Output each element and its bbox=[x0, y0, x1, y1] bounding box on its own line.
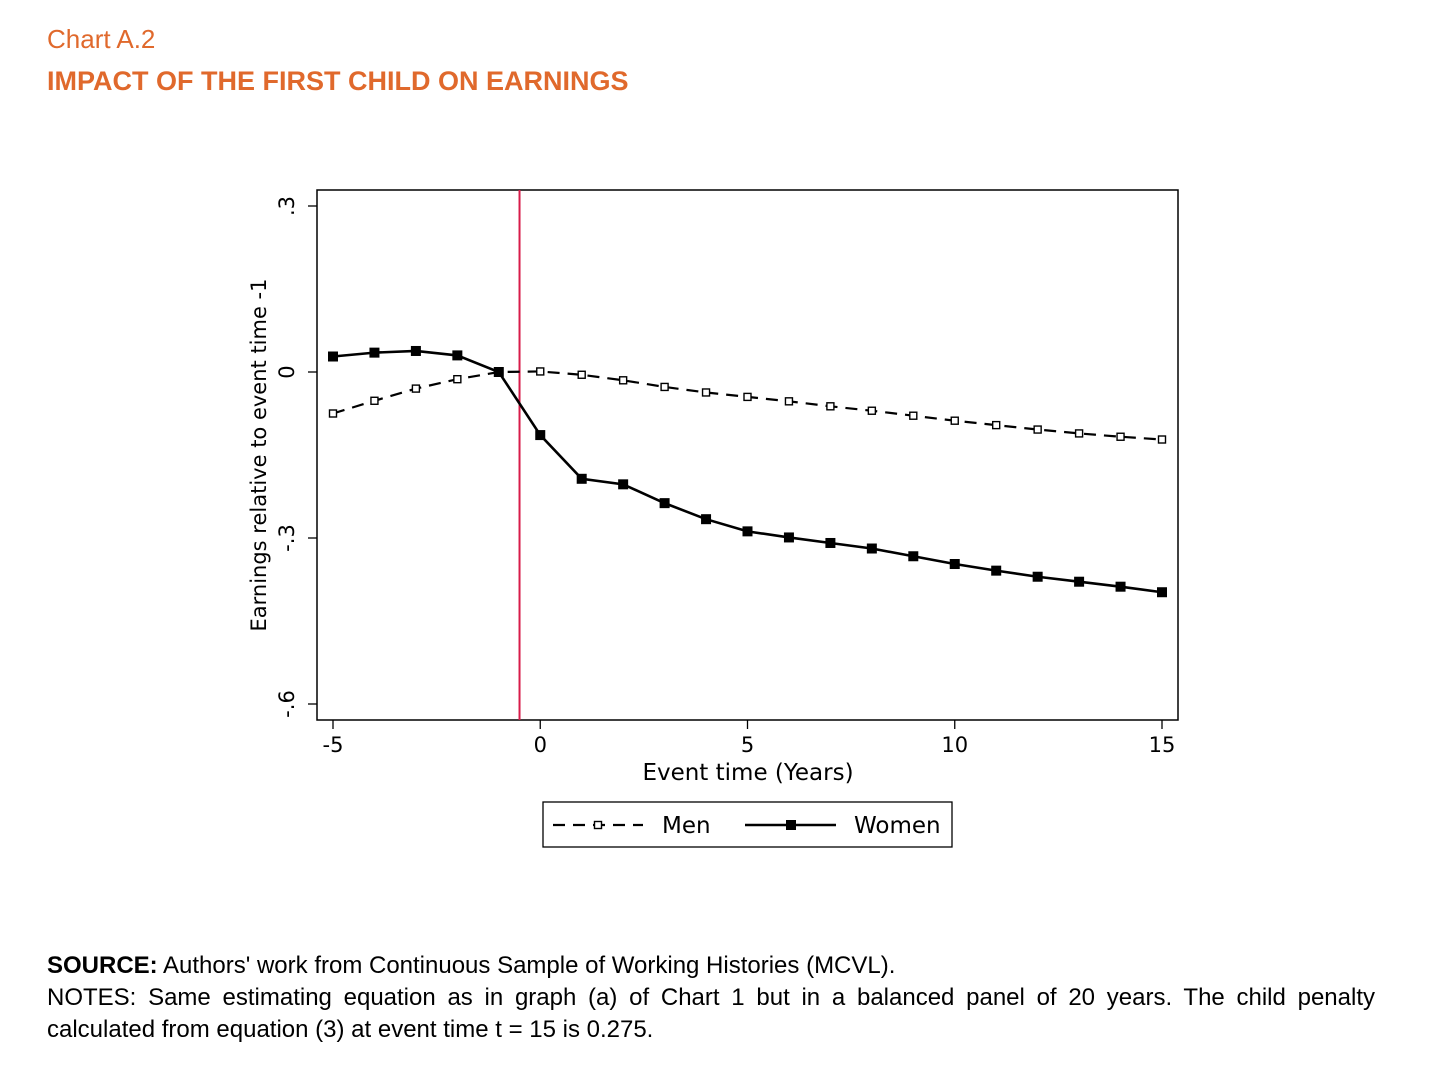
data-point-women bbox=[328, 351, 338, 362]
data-point-women bbox=[576, 473, 587, 484]
series-women bbox=[328, 345, 1167, 598]
data-point-men bbox=[1116, 432, 1125, 441]
y-tick-label: .3 bbox=[275, 196, 299, 216]
data-point-men bbox=[826, 402, 835, 411]
chart-number: Chart A.2 bbox=[47, 24, 156, 54]
data-point-men bbox=[784, 397, 794, 406]
data-point-women bbox=[701, 514, 712, 525]
chart-title: IMPACT OF THE FIRST CHILD ON EARNINGS bbox=[47, 66, 629, 96]
data-point-men bbox=[701, 388, 711, 397]
y-tick-label: -.3 bbox=[275, 524, 299, 552]
data-point-women bbox=[1157, 587, 1167, 598]
data-point-men bbox=[536, 367, 545, 376]
plot-frame bbox=[316, 189, 1179, 721]
data-point-men bbox=[867, 406, 877, 415]
data-point-women bbox=[991, 565, 1002, 576]
data-point-men bbox=[992, 420, 1001, 430]
y-tick-label: 0 bbox=[275, 365, 299, 378]
data-point-women bbox=[949, 559, 960, 570]
data-point-women bbox=[369, 347, 380, 358]
legend: Men Women bbox=[542, 801, 953, 848]
data-point-women bbox=[452, 350, 463, 361]
data-point-women bbox=[825, 537, 836, 548]
data-point-women bbox=[783, 532, 794, 543]
data-point-men bbox=[453, 374, 462, 384]
y-tick-label: -.6 bbox=[275, 690, 299, 718]
data-point-men bbox=[618, 376, 628, 385]
data-point-women bbox=[742, 526, 753, 537]
data-point-men bbox=[660, 382, 669, 392]
data-point-men bbox=[370, 396, 379, 405]
x-tick-label: 10 bbox=[941, 733, 968, 757]
data-point-women bbox=[659, 498, 670, 509]
data-point-men bbox=[909, 411, 918, 420]
data-point-men bbox=[328, 409, 338, 418]
source-label: SOURCE: bbox=[47, 952, 158, 979]
data-point-women bbox=[493, 367, 504, 377]
data-point-men bbox=[411, 384, 421, 393]
data-point-men bbox=[577, 370, 586, 379]
data-point-men bbox=[950, 416, 959, 425]
data-point-men bbox=[1033, 425, 1042, 434]
source-line: SOURCE: Authors' work from Continuous Sa… bbox=[47, 950, 1375, 982]
data-point-men bbox=[1074, 429, 1084, 438]
x-tick-label: 5 bbox=[741, 733, 754, 757]
data-point-women bbox=[410, 345, 421, 356]
x-tick-label: 15 bbox=[1149, 733, 1176, 757]
y-axis-label: Earnings relative to event time -1 bbox=[247, 279, 271, 632]
data-point-men bbox=[1157, 435, 1167, 444]
legend-marker-men bbox=[593, 820, 603, 830]
legend-frame bbox=[542, 801, 953, 848]
data-point-women bbox=[1032, 571, 1043, 582]
series-line-women bbox=[332, 349, 1163, 594]
legend-label-men: Men bbox=[662, 813, 711, 839]
data-point-women bbox=[908, 551, 919, 562]
data-point-women bbox=[535, 430, 546, 441]
x-tick-label: 0 bbox=[534, 733, 547, 757]
data-point-women bbox=[866, 543, 877, 554]
footer: SOURCE: Authors' work from Continuous Sa… bbox=[47, 950, 1375, 1046]
legend-label-women: Women bbox=[854, 813, 941, 839]
notes-text: NOTES: Same estimating equation as in gr… bbox=[47, 984, 1375, 1043]
x-axis-label: Event time (Years) bbox=[642, 760, 853, 786]
series-men bbox=[328, 367, 1167, 444]
legend-marker-women bbox=[786, 820, 796, 830]
data-point-men bbox=[743, 392, 752, 402]
data-point-women bbox=[1074, 576, 1085, 587]
source-text: Authors' work from Continuous Sample of … bbox=[157, 952, 896, 979]
x-tick-label: -5 bbox=[323, 733, 344, 757]
data-point-women bbox=[1115, 581, 1126, 592]
data-point-women bbox=[618, 479, 629, 490]
